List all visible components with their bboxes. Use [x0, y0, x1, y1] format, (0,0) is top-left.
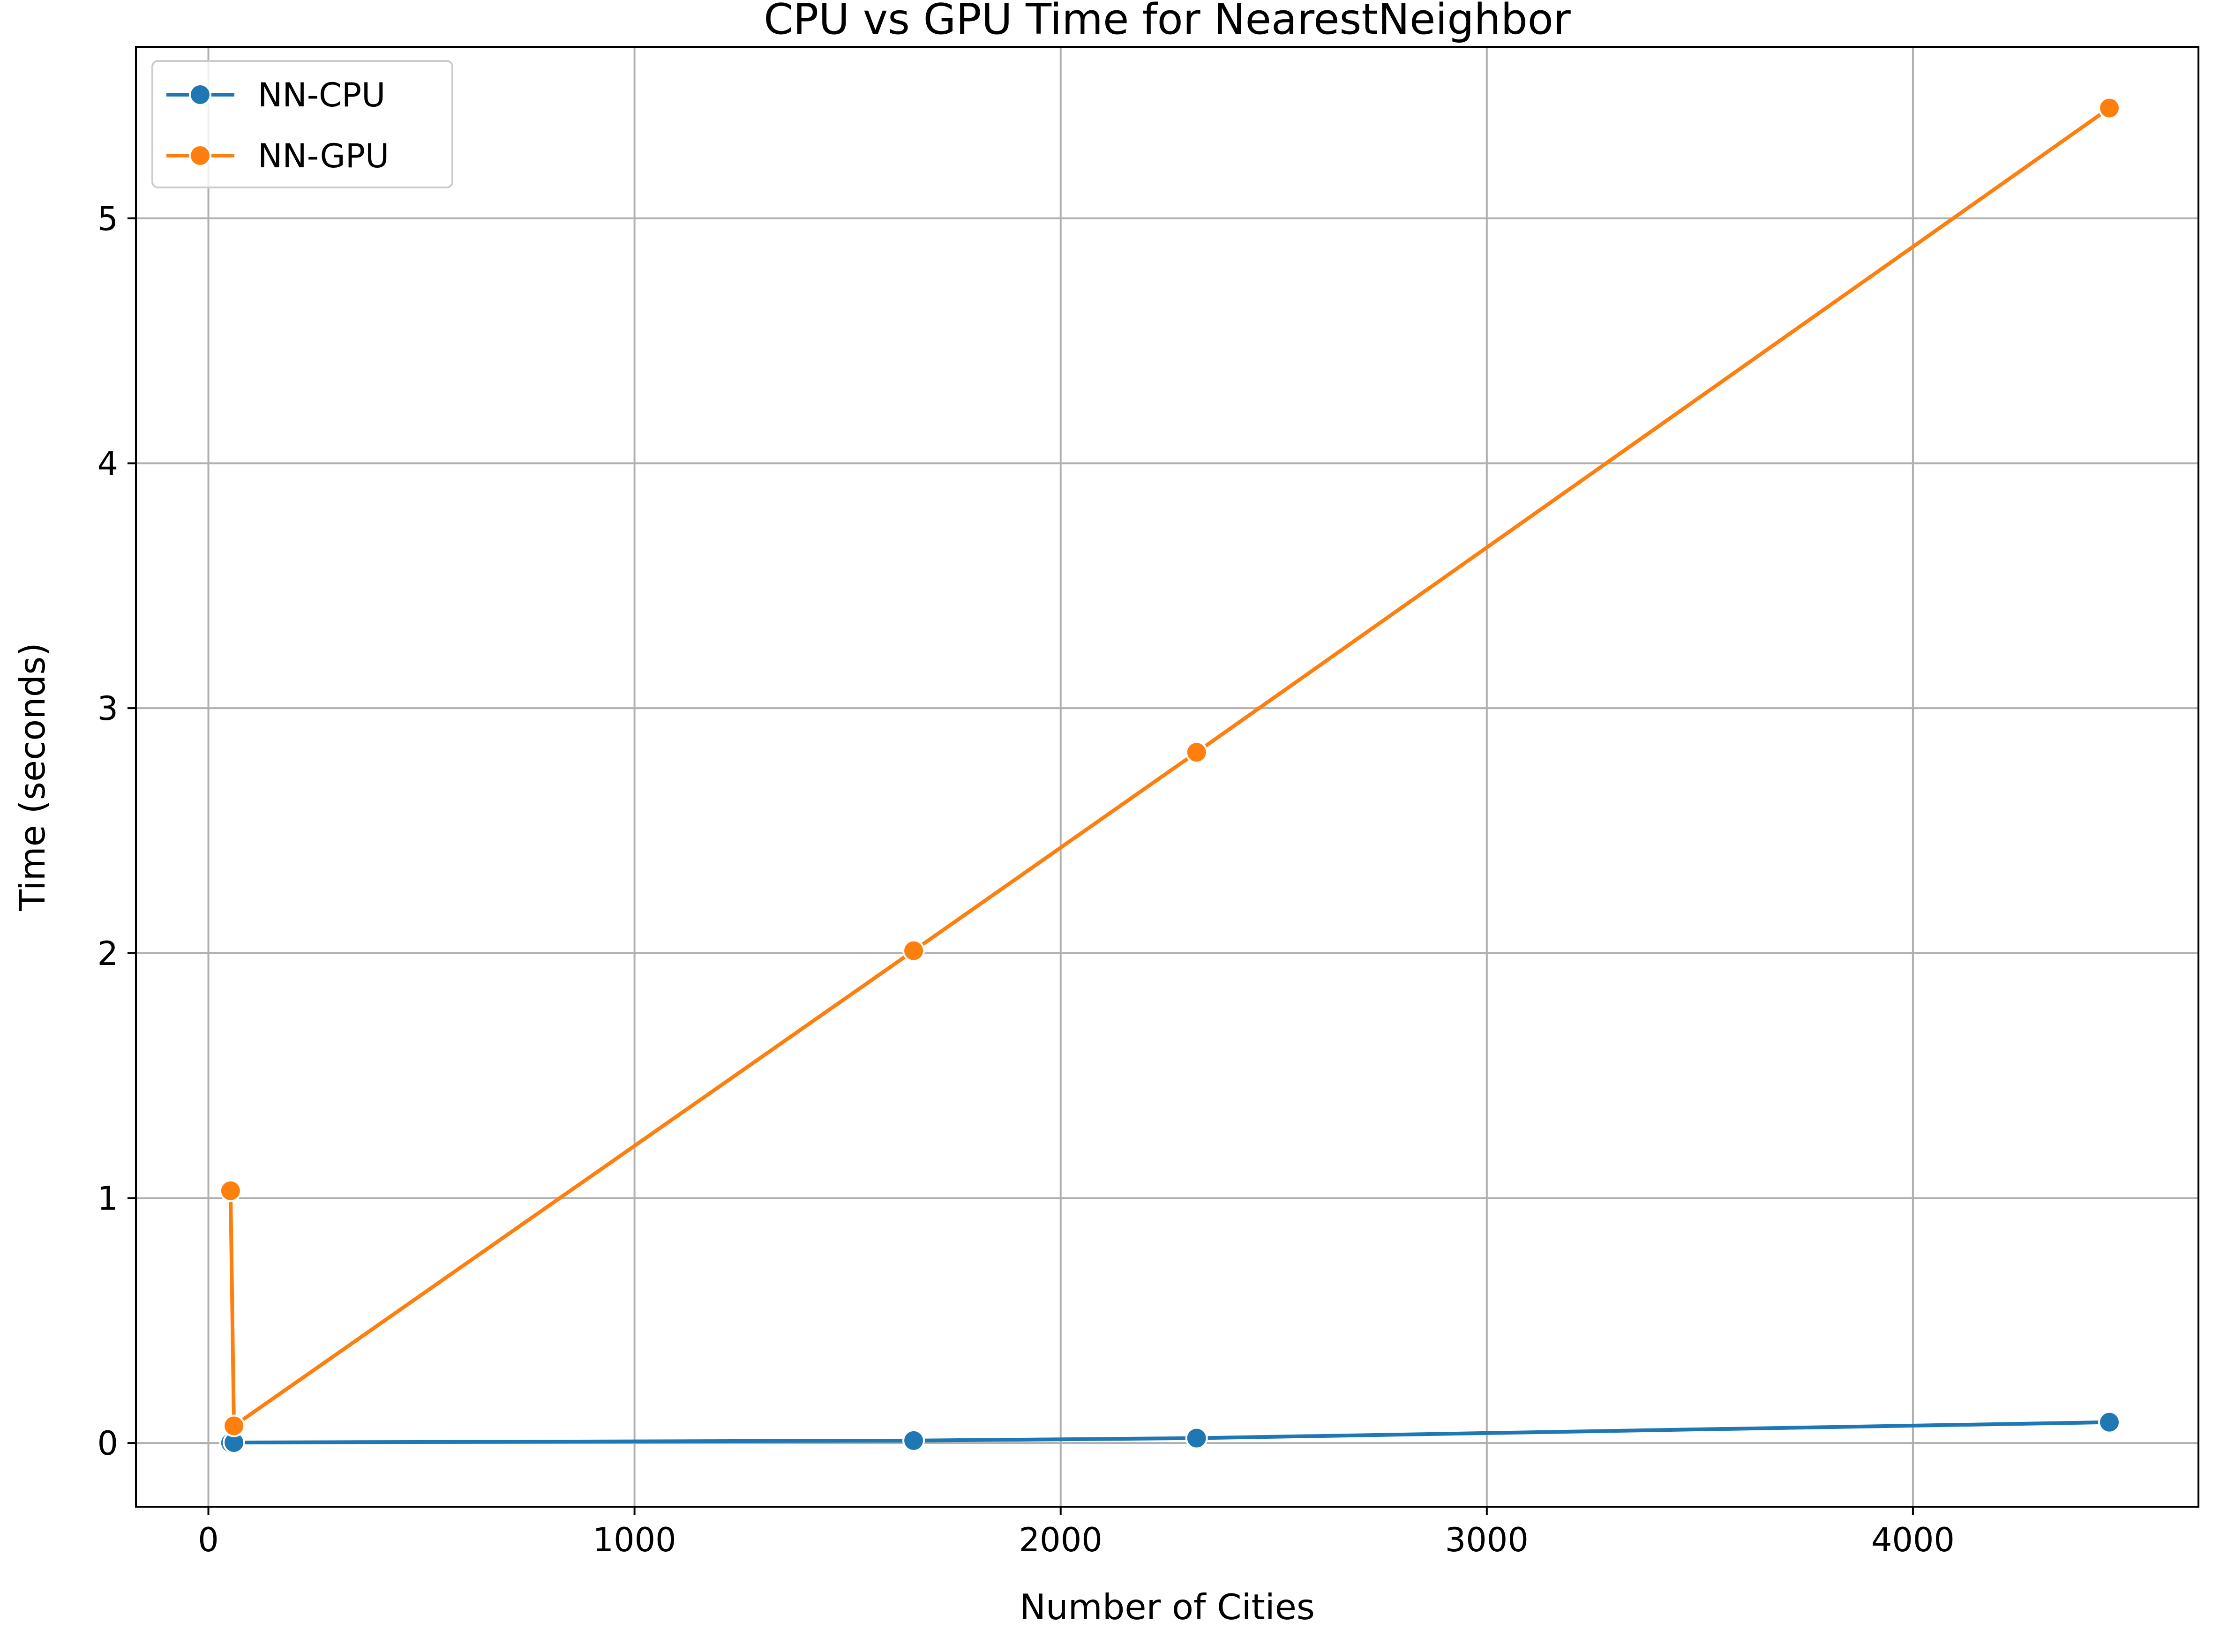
x-axis-label: Number of Cities: [1020, 1586, 1315, 1628]
y-tick-label: 1: [97, 1179, 118, 1218]
chart-title: CPU vs GPU Time for NearestNeighbor: [764, 0, 1571, 44]
legend-item: NN-CPU: [166, 76, 385, 114]
legend-label: NN-GPU: [258, 137, 389, 175]
axes-frame: [135, 46, 2199, 1508]
series-nn-gpu: [219, 97, 2121, 1437]
data-point: [902, 1429, 925, 1452]
x-tick-label: 2000: [1019, 1521, 1102, 1559]
y-tick-label: 2: [97, 934, 118, 973]
data-point: [902, 939, 925, 962]
data-point: [223, 1414, 246, 1437]
x-tick-label: 4000: [1871, 1521, 1955, 1559]
series-layer: [219, 97, 2121, 1454]
ticks: 0 1000 2000 3000 4000 0 1 2 3 4 5: [97, 200, 1955, 1559]
y-tick-label: 4: [97, 445, 118, 483]
data-point: [1185, 741, 1208, 764]
x-tick-label: 0: [198, 1521, 219, 1559]
legend-item: NN-GPU: [166, 137, 389, 175]
y-tick-label: 3: [97, 689, 118, 728]
legend: NN-CPU NN-GPU: [151, 60, 453, 188]
data-point: [2098, 1411, 2121, 1434]
y-tick-label: 5: [97, 200, 118, 238]
legend-label: NN-CPU: [258, 76, 385, 114]
legend-marker: [189, 83, 211, 106]
data-point: [219, 1179, 242, 1202]
data-point: [1185, 1427, 1208, 1450]
y-tick-label: 0: [97, 1424, 118, 1463]
x-tick-label: 1000: [593, 1521, 676, 1559]
y-axis-label: Time (seconds): [12, 643, 53, 911]
x-tick-label: 3000: [1445, 1521, 1529, 1559]
legend-marker: [189, 144, 211, 167]
data-point: [2098, 97, 2121, 120]
series-nn-cpu: [219, 1411, 2121, 1454]
